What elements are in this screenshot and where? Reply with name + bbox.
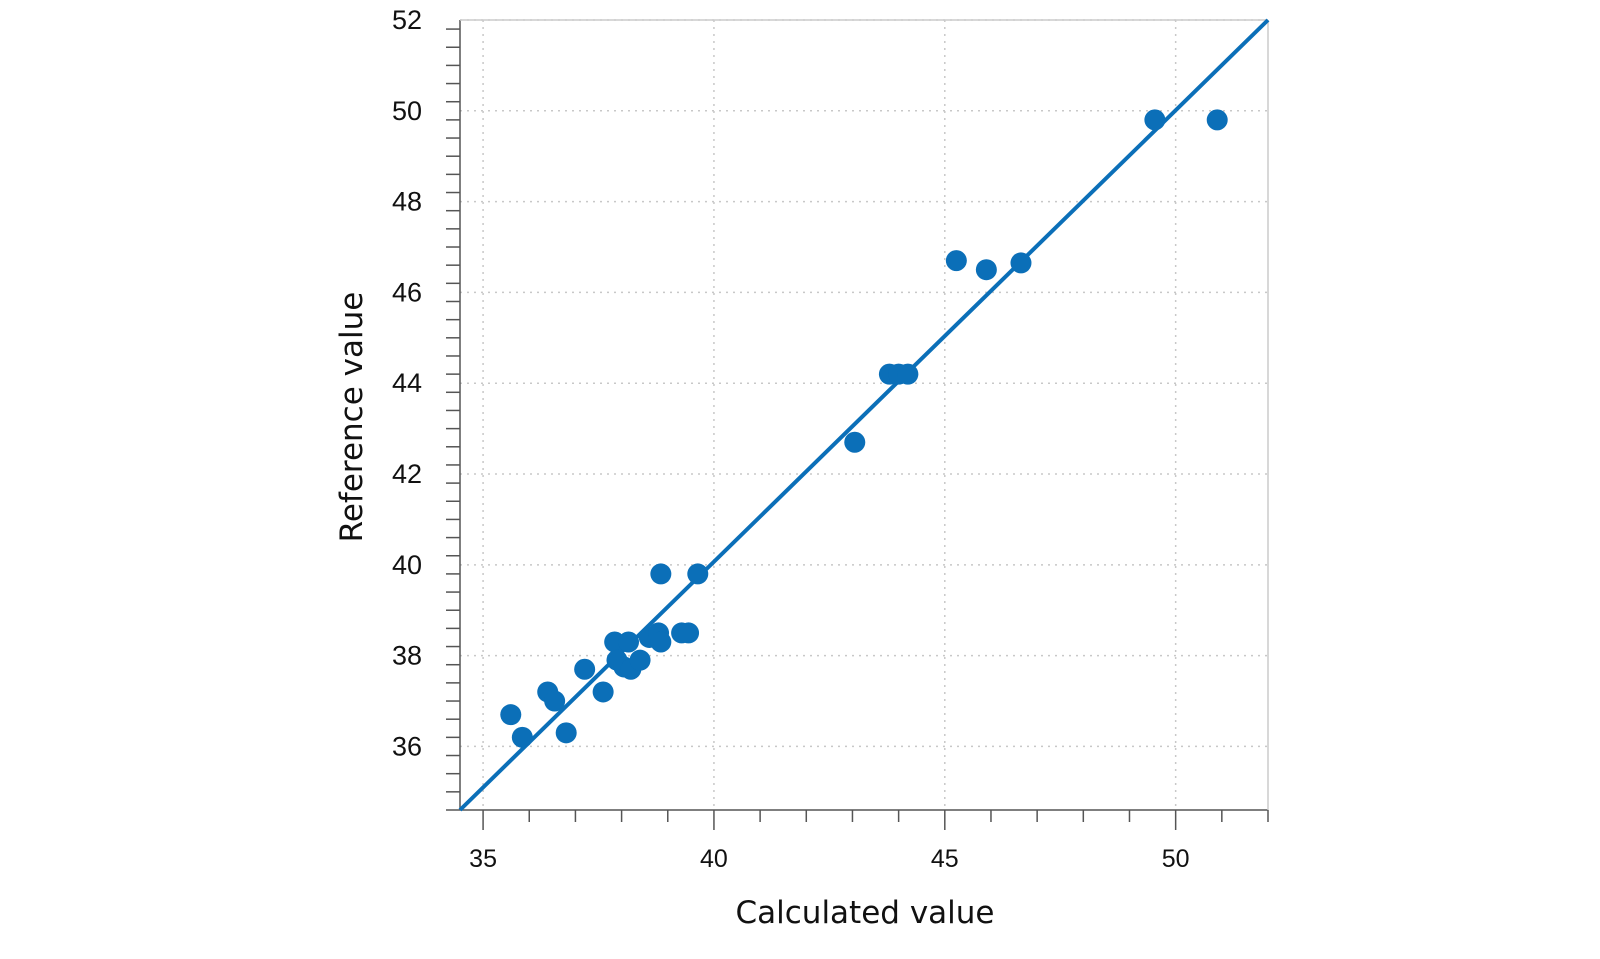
- y-tick-label: 44: [392, 368, 422, 398]
- y-tick-label: 38: [392, 641, 422, 671]
- reference-line: [458, 18, 1270, 812]
- y-tick-label: 46: [392, 277, 422, 307]
- y-tick-label: 48: [392, 187, 422, 217]
- y-axis-title: Reference value: [334, 292, 370, 543]
- data-point: [592, 681, 614, 703]
- x-tick-label: 40: [700, 845, 728, 873]
- data-point: [1144, 109, 1166, 131]
- data-point: [511, 726, 533, 748]
- y-tick-label: 50: [392, 96, 422, 126]
- data-point: [574, 658, 596, 680]
- data-point: [544, 690, 566, 712]
- grid: [460, 19, 1268, 810]
- data-point: [844, 431, 866, 453]
- data-point: [555, 722, 577, 744]
- y-tick-label: 52: [392, 5, 422, 35]
- axes: 36 38 40 42 44 46 48 50 52 35 40 45 50: [392, 5, 1269, 873]
- data-point: [629, 649, 651, 671]
- x-tick-label: 45: [931, 845, 959, 873]
- data-point: [1206, 109, 1228, 131]
- data-point: [897, 363, 919, 385]
- data-point: [945, 250, 967, 272]
- plot-frame: [459, 19, 1269, 811]
- data-point: [975, 259, 997, 281]
- y-tick-label: 40: [392, 550, 422, 580]
- reference-line-group: [458, 18, 1270, 812]
- y-tick-label: 42: [392, 459, 422, 489]
- data-point: [650, 563, 672, 585]
- data-point: [500, 704, 522, 726]
- data-point: [687, 563, 709, 585]
- data-point: [678, 622, 700, 644]
- y-tick-label: 36: [392, 731, 422, 761]
- data-point: [1010, 252, 1032, 274]
- data-points: [500, 109, 1228, 748]
- x-axis-title: Calculated value: [736, 895, 995, 931]
- x-tick-label: 35: [469, 845, 497, 873]
- data-point: [618, 631, 640, 653]
- x-tick-label: 50: [1162, 845, 1190, 873]
- data-point: [650, 631, 672, 653]
